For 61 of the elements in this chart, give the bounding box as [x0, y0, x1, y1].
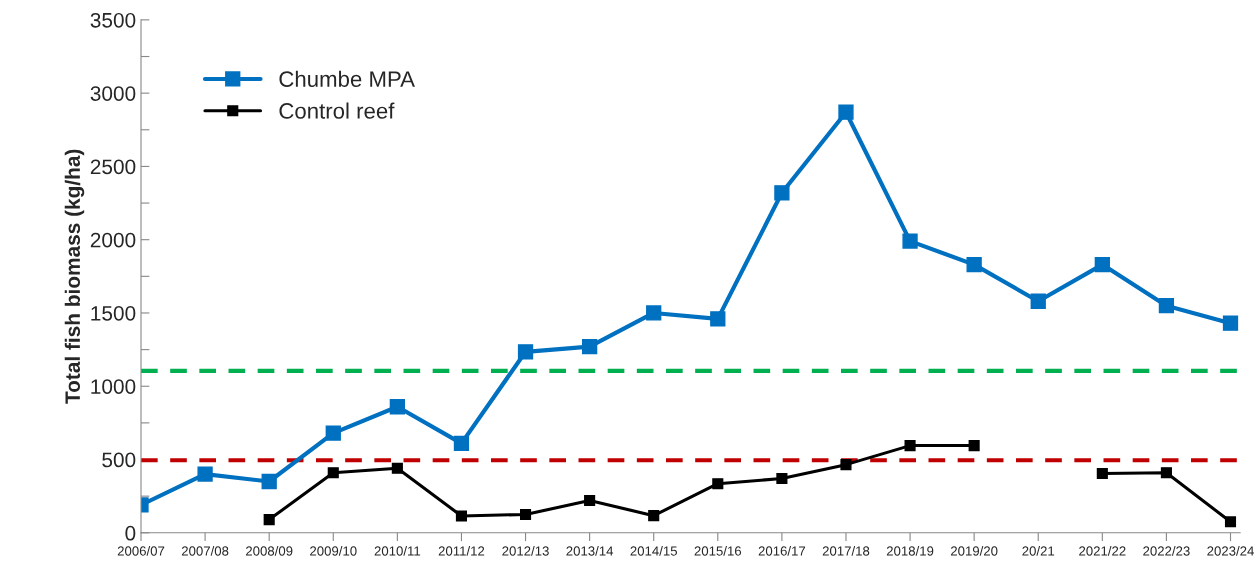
point	[581, 339, 598, 355]
x-tick-label: 2012/13	[502, 545, 549, 556]
x-tick-label: 2007/08	[181, 545, 229, 556]
point	[774, 185, 790, 201]
point	[648, 510, 660, 522]
point	[1096, 467, 1108, 479]
point	[1158, 298, 1175, 314]
x-tick-label: 2008/09	[246, 545, 293, 556]
y-tick-label: 500	[102, 452, 136, 468]
legend-label: Chumbe MPA	[279, 70, 415, 87]
point	[902, 233, 918, 249]
point	[1094, 256, 1110, 273]
y-tick-label: 2500	[90, 159, 136, 175]
point	[712, 478, 724, 490]
x-tick-label: 2022/23	[1143, 545, 1190, 556]
x-tick-label: 2017/18	[822, 545, 870, 556]
x-tick-label: 2015/16	[694, 545, 742, 556]
point	[1030, 293, 1046, 309]
x-tick-label: 2011/12	[438, 545, 485, 556]
y-tick-label: 2000	[90, 232, 136, 248]
point	[517, 344, 534, 360]
x-tick-label: 2016/17	[758, 545, 806, 556]
point	[584, 494, 596, 507]
x-tick-label: 2019/20	[950, 545, 998, 556]
point	[710, 311, 726, 327]
y-axis-title: Total fish biomass (kg/ha)	[64, 149, 85, 404]
point	[776, 473, 788, 485]
point	[1160, 467, 1172, 479]
x-tick-label: 2018/19	[886, 545, 934, 556]
point	[838, 104, 854, 120]
point	[197, 466, 213, 482]
point	[455, 510, 468, 522]
y-tick-label: 3000	[90, 86, 136, 101]
point	[840, 459, 852, 471]
x-tick-label: 2021/22	[1079, 545, 1126, 556]
point	[904, 440, 916, 452]
point	[519, 508, 532, 521]
point	[261, 473, 277, 490]
x-tick-label: 20/21	[1022, 545, 1055, 556]
y-tick-label: 1000	[91, 379, 136, 394]
x-tick-label: 2023/24	[1207, 545, 1254, 556]
point	[966, 256, 982, 273]
x-tick-label: 2013/14	[566, 545, 614, 556]
x-tick-label: 2010/11	[374, 545, 421, 556]
point	[391, 462, 403, 474]
point	[1224, 516, 1237, 528]
x-tick-label: 2006/07	[117, 545, 165, 556]
point	[1222, 315, 1239, 331]
point	[327, 467, 339, 479]
y-tick-label: 0	[125, 525, 136, 541]
point	[263, 514, 275, 526]
point	[646, 305, 662, 321]
x-tick-label: 2014/15	[630, 545, 678, 556]
y-tick-label: 1500	[91, 305, 136, 321]
point	[968, 440, 980, 452]
point	[325, 425, 341, 441]
point	[389, 399, 405, 415]
y-tick-label: 3500	[90, 12, 136, 28]
legend-label: Control reef	[279, 102, 395, 119]
point	[453, 435, 470, 452]
x-tick-label: 2009/10	[310, 545, 357, 556]
